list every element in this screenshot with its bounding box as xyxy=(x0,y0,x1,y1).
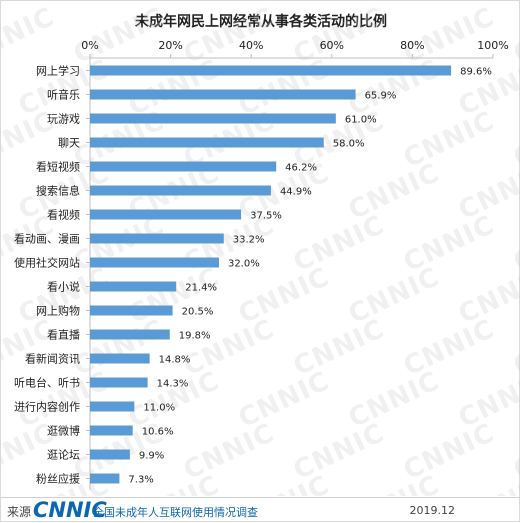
bar xyxy=(90,65,452,76)
x-tick-label: 0% xyxy=(81,39,98,52)
category-label: 逛微博 xyxy=(47,424,80,438)
x-tick-label: 60% xyxy=(320,39,344,52)
data-label: 61.0% xyxy=(345,115,377,126)
bar xyxy=(90,377,148,388)
bar xyxy=(90,353,150,364)
data-label: 7.3% xyxy=(128,475,153,486)
data-label: 9.9% xyxy=(139,451,164,462)
data-label: 10.6% xyxy=(142,427,174,438)
category-label: 粉丝应援 xyxy=(36,472,80,486)
footer-description: 全国未成年人互联网使用情况调查 xyxy=(93,506,258,519)
bar xyxy=(90,281,177,292)
data-label: 14.3% xyxy=(157,379,189,390)
bar xyxy=(90,401,135,412)
data-label: 58.0% xyxy=(333,139,365,150)
bar xyxy=(90,185,271,196)
data-label: 37.5% xyxy=(250,211,282,222)
bar xyxy=(90,305,173,316)
bar xyxy=(90,113,336,124)
bar xyxy=(90,209,242,220)
data-label: 44.9% xyxy=(280,187,312,198)
cnnic-logo: CNNIC xyxy=(33,498,107,522)
data-label: 46.2% xyxy=(285,163,317,174)
bar-chart: 0% 20% 40% 60% 80% 100% 网上学习 89.6% 听音乐 65.9% 玩游戏 61… xyxy=(14,39,509,490)
category-label: 听音乐 xyxy=(47,88,80,102)
category-label: 玩游戏 xyxy=(47,113,80,126)
category-label: 聊天 xyxy=(58,136,80,150)
category-label: 看动画、漫画 xyxy=(14,232,80,246)
category-label: 搜索信息 xyxy=(36,184,80,198)
data-label: 65.9% xyxy=(365,91,397,102)
bar xyxy=(90,449,130,460)
category-label: 看直播 xyxy=(47,328,80,342)
category-label: 听电台、听书 xyxy=(14,376,80,390)
data-label: 33.2% xyxy=(233,235,265,246)
bar xyxy=(90,257,219,268)
bar xyxy=(90,329,170,340)
category-label: 使用社交网站 xyxy=(14,256,80,270)
bar xyxy=(90,425,133,436)
category-label: 进行内容创作 xyxy=(14,400,80,414)
data-label: 19.8% xyxy=(179,331,211,342)
bar xyxy=(90,89,356,100)
footer-source-label: 来源 xyxy=(7,505,32,519)
category-label: 网上学习 xyxy=(36,64,80,78)
chart-title: 未成年网民上网经常从事各类活动的比例 xyxy=(135,14,387,30)
footer-date: 2019.12 xyxy=(409,504,456,517)
data-label: 14.8% xyxy=(159,355,191,366)
x-tick-label: 100% xyxy=(477,39,508,52)
footer: 来源 CNNIC 全国未成年人互联网使用情况调查 2019.12 xyxy=(1,497,520,523)
x-tick-label: 40% xyxy=(239,39,263,52)
x-tick-label: 20% xyxy=(158,39,182,52)
data-label: 20.5% xyxy=(182,307,214,318)
category-label: 逛论坛 xyxy=(47,448,80,462)
category-label: 看新闻资讯 xyxy=(25,352,80,366)
bar xyxy=(90,473,120,484)
x-tick-label: 80% xyxy=(400,39,424,52)
data-label: 32.0% xyxy=(228,259,260,270)
data-label: 89.6% xyxy=(460,67,492,78)
bar xyxy=(90,233,224,244)
category-label: 网上购物 xyxy=(36,304,80,318)
category-label: 看小说 xyxy=(47,280,80,294)
bar xyxy=(90,161,277,172)
category-label: 看短视频 xyxy=(36,160,80,174)
category-label: 看视频 xyxy=(47,208,80,222)
data-label: 21.4% xyxy=(185,283,217,294)
data-label: 11.0% xyxy=(143,403,175,414)
bar xyxy=(90,137,324,148)
